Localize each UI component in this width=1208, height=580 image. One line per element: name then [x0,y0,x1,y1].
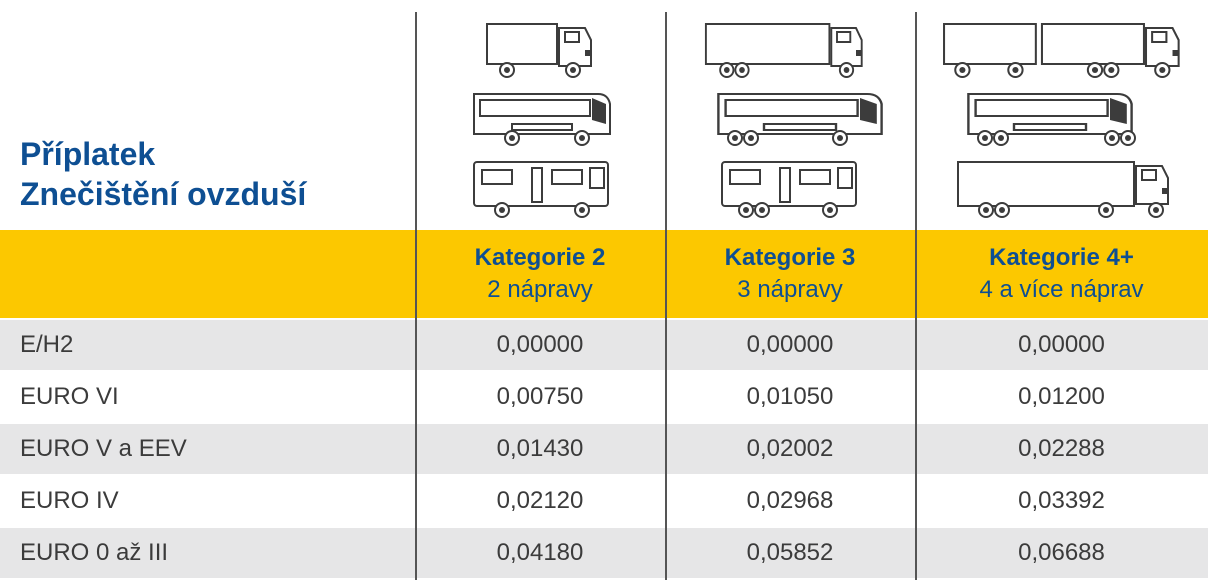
wheel [1121,131,1135,145]
cell-value: 0,00750 [415,372,665,422]
cell-value: 0,06688 [915,528,1208,578]
wheel [994,131,1008,145]
cell-value: 0,01200 [915,372,1208,422]
truck-icon [706,24,862,77]
camper-icon [722,162,856,217]
column-name: Kategorie 4+ [989,242,1134,274]
wheel [728,131,742,145]
wheel [978,131,992,145]
cell-value: 0,03392 [915,476,1208,526]
cell-value: 0,02120 [415,476,665,526]
column-divider [415,12,417,580]
wheel [744,131,758,145]
column-name: Kategorie 3 [725,242,856,274]
cell-value: 0,02968 [665,476,915,526]
row-label: EURO IV [20,476,119,526]
cell-value: 0,01430 [415,424,665,474]
row-label: EURO VI [20,372,119,422]
row-label: E/H2 [20,320,73,370]
cell-value: 0,05852 [665,528,915,578]
truck-icon [487,24,591,77]
cell-value: 0,02288 [915,424,1208,474]
cell-value: 0,02002 [665,424,915,474]
bus-icon [968,94,1131,134]
cell-value: 0,00000 [415,320,665,370]
cell-value: 0,00000 [915,320,1208,370]
column-divider [915,12,917,580]
bus-icon [718,94,881,134]
wheel [833,131,847,145]
wheel [1105,131,1119,145]
column-divider [665,12,667,580]
title-line: Znečištění ovzduší [20,174,306,214]
row-label: EURO V a EEV [20,424,187,474]
bus-icon [474,94,610,145]
semi-icon [958,162,1168,217]
camper-icon [474,162,608,217]
page: Příplatek Znečištění ovzduší Kategorie 2… [0,0,1208,580]
title-line: Příplatek [20,134,306,174]
truck-icon [944,24,1179,77]
column-axles: 2 nápravy [487,274,592,306]
column-name: Kategorie 2 [475,242,606,274]
cell-value: 0,04180 [415,528,665,578]
title: Příplatek Znečištění ovzduší [20,134,306,214]
column-axles: 3 nápravy [737,274,842,306]
column-axles: 4 a více náprav [979,274,1143,306]
cell-value: 0,00000 [665,320,915,370]
column-header: Kategorie 4+4 a více náprav [915,230,1208,318]
row-label: EURO 0 až III [20,528,168,578]
cell-value: 0,01050 [665,372,915,422]
